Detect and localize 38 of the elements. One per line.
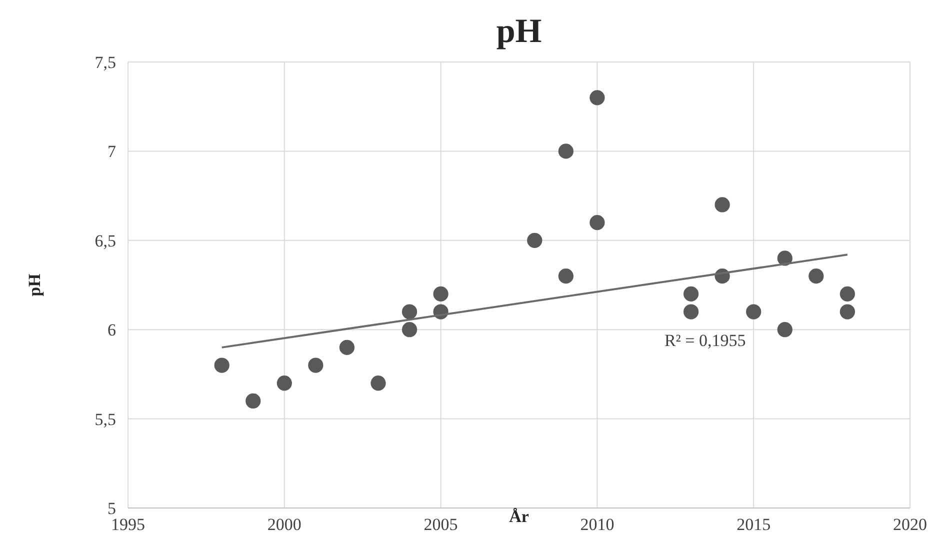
- chart-title: pH: [496, 13, 542, 50]
- x-axis-title: År: [509, 507, 530, 526]
- point: [339, 340, 355, 355]
- x-tick-label: 2020: [893, 515, 927, 534]
- point: [840, 286, 856, 302]
- point: [590, 215, 605, 230]
- point: [590, 90, 605, 106]
- point: [246, 393, 261, 409]
- y-axis-title: pH: [25, 274, 44, 296]
- x-tick-label: 2010: [580, 515, 614, 534]
- point: [714, 197, 730, 212]
- y-tick-label: 5: [108, 499, 116, 518]
- x-tick-label: 2000: [267, 515, 302, 534]
- point: [683, 286, 699, 302]
- x-tick-label: 2005: [424, 515, 458, 534]
- point: [370, 376, 386, 391]
- point: [840, 304, 856, 320]
- point: [746, 304, 762, 320]
- point: [276, 376, 292, 391]
- y-tick-label: 5,5: [94, 410, 116, 429]
- point: [683, 304, 699, 320]
- point: [402, 322, 418, 338]
- point: [558, 144, 574, 159]
- point: [214, 358, 230, 373]
- point: [527, 232, 542, 248]
- point: [777, 322, 792, 338]
- point: [433, 286, 448, 302]
- y-tick-label: 7,5: [94, 53, 116, 72]
- y-tick-label: 6: [108, 320, 116, 340]
- annotation: R² = 0,1955: [664, 331, 746, 350]
- y-tick-label: 6,5: [94, 231, 116, 250]
- point: [402, 304, 418, 320]
- y-tick-label: 7: [108, 142, 116, 162]
- point: [808, 268, 824, 284]
- point: [308, 358, 324, 373]
- x-tick-label: 1995: [111, 515, 145, 534]
- point: [558, 268, 574, 284]
- x-tick-label: 2015: [736, 515, 771, 534]
